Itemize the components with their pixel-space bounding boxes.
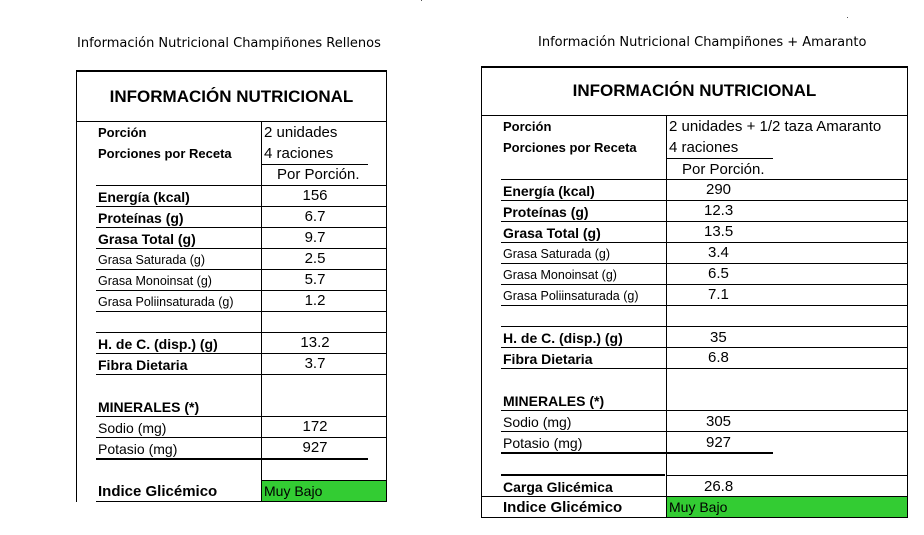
left-potasio-value: 927 xyxy=(302,439,328,456)
right-ig-label: Indice Glicémico xyxy=(503,499,623,516)
right-row-label: Fibra Dietaria xyxy=(503,351,593,367)
left-row-value: 3.7 xyxy=(304,355,326,372)
left-ig-label: Indice Glicémico xyxy=(98,483,218,500)
left-row-value: 6.7 xyxy=(304,208,326,225)
left-row-value: 2.5 xyxy=(304,250,326,267)
left-porcion-label: Porción xyxy=(98,125,147,140)
right-potasio-label: Potasio (mg) xyxy=(503,435,583,451)
right-porciones-value: 4 raciones xyxy=(669,139,739,156)
right-row-value: 35 xyxy=(710,329,727,346)
left-sodio-label: Sodio (mg) xyxy=(98,420,167,436)
right-row-label: H. de C. (disp.) (g) xyxy=(503,330,623,346)
left-row-label: Grasa Poliinsaturada (g) xyxy=(98,295,234,309)
left-row-value: 5.7 xyxy=(304,271,326,288)
left-potasio-label: Potasio (mg) xyxy=(98,441,178,457)
left-caption: Información Nutricional Champiñones Rell… xyxy=(77,36,381,51)
right-row-label: Grasa Saturada (g) xyxy=(503,247,610,261)
right-por-porcion: Por Porción. xyxy=(682,161,765,178)
right-ig-value: Muy Bajo xyxy=(669,499,728,515)
left-porciones-value: 4 raciones xyxy=(264,145,334,162)
right-sodio-label: Sodio (mg) xyxy=(503,414,572,430)
left-porcion-value: 2 unidades xyxy=(264,124,338,141)
left-minerales-heading: MINERALES (*) xyxy=(98,399,200,415)
right-porciones-label: Porciones por Receta xyxy=(503,140,637,155)
right-row-value: 290 xyxy=(706,181,732,198)
right-caption: Información Nutricional Champiñones + Am… xyxy=(538,35,867,50)
left-row-value: 9.7 xyxy=(304,229,326,246)
right-cg-value: 26.8 xyxy=(704,478,734,495)
right-cg-label: Carga Glicémica xyxy=(503,479,613,495)
left-row-label: Fibra Dietaria xyxy=(98,357,188,373)
right-row-label: Grasa Monoinsat (g) xyxy=(503,268,617,282)
right-minerales-heading: MINERALES (*) xyxy=(503,393,605,409)
left-row-value: 1.2 xyxy=(304,292,326,309)
left-row-value: 156 xyxy=(302,187,328,204)
left-porciones-label: Porciones por Receta xyxy=(98,146,232,161)
left-row-label: Grasa Saturada (g) xyxy=(98,253,205,267)
left-row-label: Grasa Monoinsat (g) xyxy=(98,274,212,288)
right-row-label: Energía (kcal) xyxy=(503,183,595,199)
left-row-label: Proteínas (g) xyxy=(98,210,184,226)
left-row-label: H. de C. (disp.) (g) xyxy=(98,336,218,352)
right-sodio-value: 305 xyxy=(706,413,732,430)
right-row-label: Grasa Total (g) xyxy=(503,225,601,241)
right-row-value: 6.5 xyxy=(708,265,729,282)
right-row-value: 13.5 xyxy=(704,223,734,240)
right-row-value: 12.3 xyxy=(704,202,734,219)
right-potasio-value: 927 xyxy=(706,434,732,451)
left-sodio-value: 172 xyxy=(302,418,328,435)
left-row-label: Energía (kcal) xyxy=(98,189,190,205)
left-table-title: INFORMACIÓN NUTRICIONAL xyxy=(109,87,354,106)
right-porcion-value: 2 unidades + 1/2 taza Amaranto xyxy=(669,118,882,135)
left-row-label: Grasa Total (g) xyxy=(98,231,196,247)
left-ig-value: Muy Bajo xyxy=(264,483,323,499)
right-row-value: 6.8 xyxy=(708,349,729,366)
left-row-value: 13.2 xyxy=(300,334,330,351)
right-row-label: Proteínas (g) xyxy=(503,204,589,220)
left-por-porcion: Por Porción. xyxy=(277,166,360,183)
right-porcion-label: Porción xyxy=(503,119,552,134)
right-row-value: 7.1 xyxy=(708,286,729,303)
right-table-title: INFORMACIÓN NUTRICIONAL xyxy=(572,81,817,100)
right-row-value: 3.4 xyxy=(708,244,729,261)
right-row-label: Grasa Poliinsaturada (g) xyxy=(503,289,639,303)
